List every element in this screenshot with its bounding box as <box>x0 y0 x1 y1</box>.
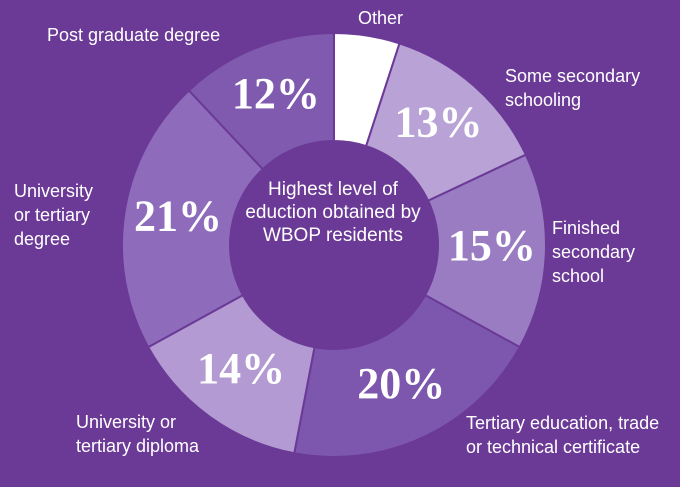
chart-title: Highest level of eduction obtained by WB… <box>245 179 421 246</box>
category-label: Post graduate degree <box>47 25 221 45</box>
value-label: 14% <box>197 344 285 393</box>
value-label: 20% <box>357 359 445 408</box>
donut-slice <box>146 293 316 455</box>
category-label: University or tertiary degree <box>14 181 94 249</box>
category-label: Tertiary education, trade or technical c… <box>466 413 660 457</box>
donut-slice <box>187 31 335 171</box>
donut-slice <box>364 42 528 203</box>
donut-slice <box>121 89 265 349</box>
category-label: University or tertiary diploma <box>76 412 200 456</box>
value-label: 12% <box>232 69 320 118</box>
value-label: 13% <box>394 98 482 147</box>
value-label: 21% <box>134 191 222 240</box>
donut-slice <box>293 293 522 458</box>
donut-slice <box>423 153 547 349</box>
category-label: Finished secondary school <box>552 218 636 286</box>
category-label: Some secondary schooling <box>505 66 641 110</box>
value-label: 15% <box>448 221 536 270</box>
category-label: Other <box>358 8 404 28</box>
